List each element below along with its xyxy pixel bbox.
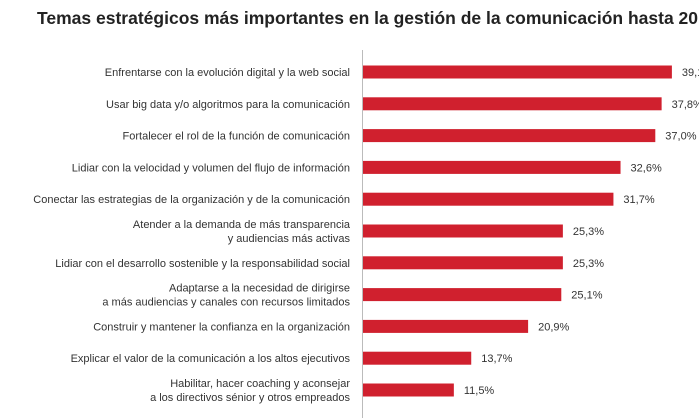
bar [363, 192, 614, 206]
category-label: Atender a la demanda de más transparenci… [133, 219, 351, 245]
value-label: 13,7% [481, 353, 512, 365]
category-label: Habilitar, hacer coaching y aconsejar a l… [150, 378, 350, 404]
value-label: 20,9% [538, 321, 569, 333]
category-label: Adaptarse a la necesidad de dirigirse a m… [102, 283, 350, 309]
value-label: 39,1% [682, 67, 699, 79]
category-label: Lidiar con la velocidad y volumen del fl… [72, 162, 350, 174]
bar [363, 97, 662, 111]
value-label: 11,5% [464, 385, 495, 397]
bar [363, 319, 529, 333]
category-label: Construir y mantener la confianza en la … [93, 321, 350, 333]
bar [363, 256, 563, 270]
value-label: 25,1% [571, 290, 602, 302]
bar [363, 224, 563, 238]
bar [363, 160, 621, 174]
value-label: 25,3% [573, 258, 604, 270]
category-label: Conectar las estrategias de la organizac… [33, 194, 350, 206]
category-label: Fortalecer el rol de la función de comun… [123, 131, 350, 143]
value-label: 37,8% [672, 99, 699, 111]
bar [363, 65, 672, 79]
category-label: Explicar el valor de la comunicación a l… [71, 353, 351, 365]
bar [363, 383, 454, 397]
chart-title: Temas estratégicos más importantes en la… [37, 8, 699, 28]
value-label: 31,7% [623, 194, 654, 206]
category-label: Enfrentarse con la evolución digital y l… [105, 67, 350, 79]
bar [363, 288, 562, 302]
value-label: 32,6% [631, 162, 662, 174]
category-label: Lidiar con el desarrollo sostenible y la… [55, 258, 350, 270]
value-label: 25,3% [573, 226, 604, 238]
category-label: Usar big data y/o algoritmos para la com… [106, 99, 350, 111]
bar [363, 351, 472, 365]
value-label: 37,0% [665, 131, 696, 143]
bar [363, 129, 656, 143]
